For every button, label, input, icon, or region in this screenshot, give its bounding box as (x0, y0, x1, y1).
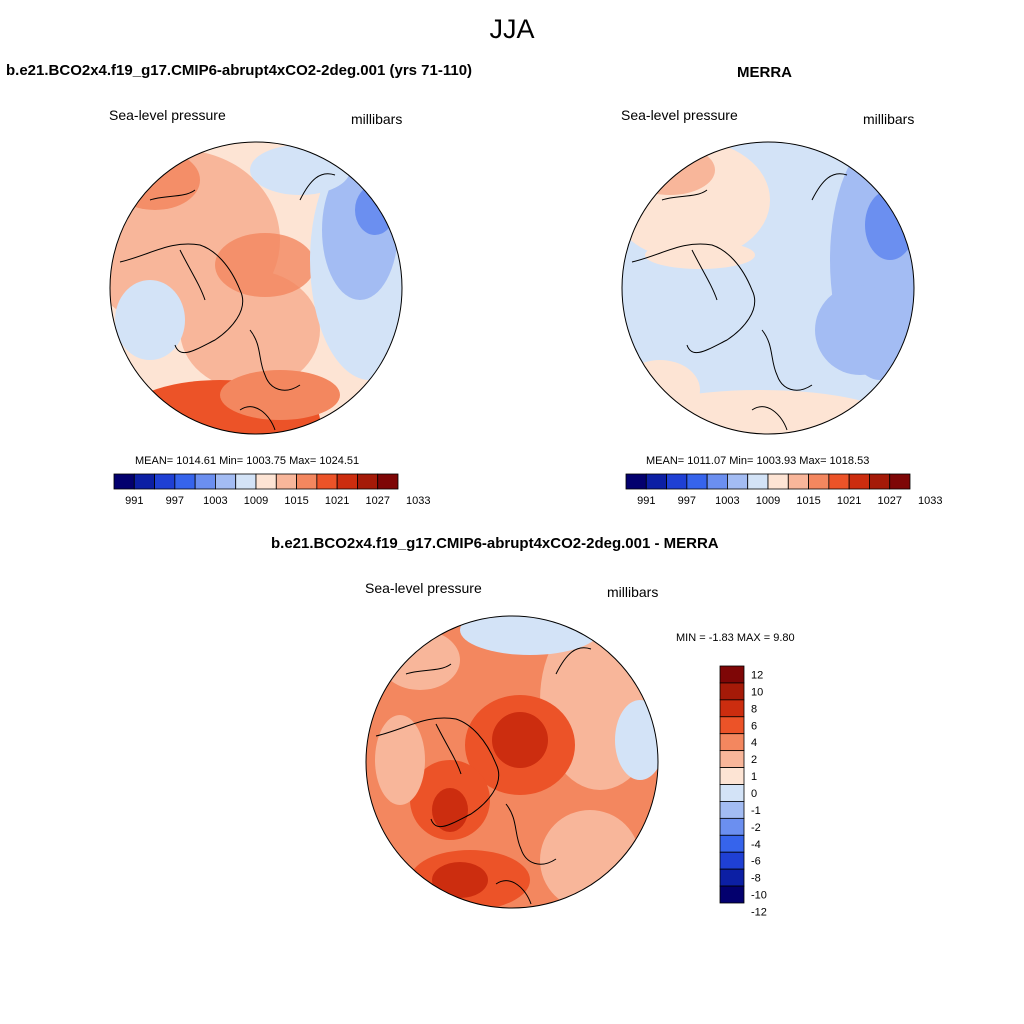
colorbar-2-tick-label: 991 (637, 495, 655, 507)
map-2 (622, 142, 914, 434)
colorbar-2-tick-label: 1033 (918, 495, 942, 507)
panel-2-variable-label: Sea-level pressure (621, 107, 738, 123)
colorbar-1-tick-label: 1015 (284, 495, 308, 507)
map-2-border (621, 141, 915, 435)
panel-1-units-label: millibars (351, 111, 403, 127)
colorbar-2-swatch (645, 473, 667, 490)
colorbar-1-tick-label: 1027 (365, 495, 389, 507)
colorbar-3-tick-label: -1 (751, 805, 761, 817)
colorbar-3-swatch (719, 817, 745, 836)
colorbar-2-swatch (747, 473, 769, 490)
colorbar-2-tick-label: 997 (678, 495, 696, 507)
map-3-border (365, 615, 659, 909)
colorbar-3-tick-label: -4 (751, 839, 761, 851)
colorbar-3-tick-label: -12 (751, 906, 767, 918)
colorbar-3-tick-label: 8 (751, 703, 757, 715)
colorbar-2-swatch (848, 473, 870, 490)
colorbar-3-tick-label: -8 (751, 873, 761, 885)
colorbar-2-swatch (828, 473, 850, 490)
colorbar-3-swatch (719, 699, 745, 718)
colorbar-1-swatch (154, 473, 176, 490)
colorbar-1-swatch (235, 473, 257, 490)
colorbar-3-tick-label: 6 (751, 720, 757, 732)
colorbar-2-swatch (666, 473, 688, 490)
colorbar-3-swatch (719, 733, 745, 752)
colorbar-3-swatch (719, 682, 745, 701)
colorbar-1-swatch (316, 473, 338, 490)
colorbar-1-tick-label: 1009 (244, 495, 268, 507)
colorbar-2-swatch (787, 473, 809, 490)
colorbar-3-swatch (719, 665, 745, 684)
colorbar-1: 991 997 1003 1009 1015 1021 1027 1033 (113, 473, 431, 507)
colorbar-1-swatch (133, 473, 155, 490)
colorbar-2-swatch (808, 473, 830, 490)
colorbar-2-swatch (706, 473, 728, 490)
colorbar-2-swatch (869, 473, 891, 490)
colorbar-3-swatch (719, 716, 745, 735)
colorbar-3-tick-label: 10 (751, 686, 763, 698)
colorbar-3-swatch (719, 801, 745, 819)
panel-3-title: b.e21.BCO2x4.f19_g17.CMIP6-abrupt4xCO2-2… (271, 535, 719, 552)
colorbar-2-tick-label: 1027 (877, 495, 901, 507)
colorbar-2-tick-label: 1021 (837, 495, 861, 507)
map-1 (110, 142, 402, 434)
panel-2-stats: MEAN= 1011.07 Min= 1003.93 Max= 1018.53 (646, 455, 870, 467)
colorbar-1-swatch (113, 473, 135, 490)
panel-3-stats: MIN = -1.83 MAX = 9.80 (676, 632, 795, 644)
colorbar-1-tick-label: 997 (166, 495, 184, 507)
colorbar-1-tick-label: 1021 (325, 495, 349, 507)
colorbar-2-tick-label: 1003 (715, 495, 739, 507)
colorbar-1-swatch (377, 473, 399, 490)
colorbar-3-swatch (719, 868, 745, 887)
figure-title: JJA (489, 14, 535, 44)
colorbar-2: 991 997 1003 1009 1015 1021 1027 1033 (625, 473, 943, 507)
colorbar-1-swatch (357, 473, 379, 490)
map-1-border (109, 141, 403, 435)
colorbar-2-tick-label: 1015 (796, 495, 820, 507)
colorbar-2-swatch (686, 473, 708, 490)
colorbar-3-tick-label: -2 (751, 822, 761, 834)
colorbar-3-swatch (719, 767, 745, 785)
colorbar-3-swatch (719, 834, 745, 853)
map-3 (366, 616, 658, 908)
colorbar-3-tick-label: 12 (751, 669, 763, 681)
colorbar-2-tick-label: 1009 (756, 495, 780, 507)
panel-2-units-label: millibars (863, 111, 915, 127)
colorbar-1-swatch (296, 473, 318, 490)
colorbar-1-swatch (275, 473, 297, 490)
colorbar-2-swatch (767, 473, 789, 490)
colorbar-2-swatch (625, 473, 647, 490)
panel-3-variable-label: Sea-level pressure (365, 580, 482, 596)
panel-1-stats: MEAN= 1014.61 Min= 1003.75 Max= 1024.51 (135, 455, 360, 467)
colorbar-3-tick-label: 1 (751, 771, 757, 783)
colorbar-3-tick-label: -10 (751, 890, 767, 902)
colorbar-1-swatch (174, 473, 196, 490)
colorbar-1-tick-label: 991 (125, 495, 143, 507)
colorbar-1-swatch (336, 473, 358, 490)
colorbar-3-swatch (719, 851, 745, 870)
colorbar-3-tick-label: -6 (751, 856, 761, 868)
colorbar-1-swatch (255, 473, 277, 490)
colorbar-3-swatch (719, 750, 745, 768)
colorbar-3-swatch (719, 885, 745, 904)
colorbar-1-swatch (215, 473, 237, 490)
colorbar-2-swatch (889, 473, 911, 490)
colorbar-3-tick-label: 2 (751, 754, 757, 766)
colorbar-3-tick-label: 0 (751, 788, 757, 800)
colorbar-3-swatch (719, 784, 745, 802)
colorbar-1-tick-label: 1033 (406, 495, 430, 507)
colorbar-2-swatch (727, 473, 749, 490)
panel-1-title: b.e21.BCO2x4.f19_g17.CMIP6-abrupt4xCO2-2… (6, 62, 473, 79)
panel-1-variable-label: Sea-level pressure (109, 107, 226, 123)
panel-3-units-label: millibars (607, 584, 659, 600)
panel-2-title: MERRA (737, 64, 792, 81)
colorbar-3-tick-label: 4 (751, 737, 757, 749)
colorbar-1-swatch (194, 473, 216, 490)
colorbar-1-tick-label: 1003 (203, 495, 227, 507)
